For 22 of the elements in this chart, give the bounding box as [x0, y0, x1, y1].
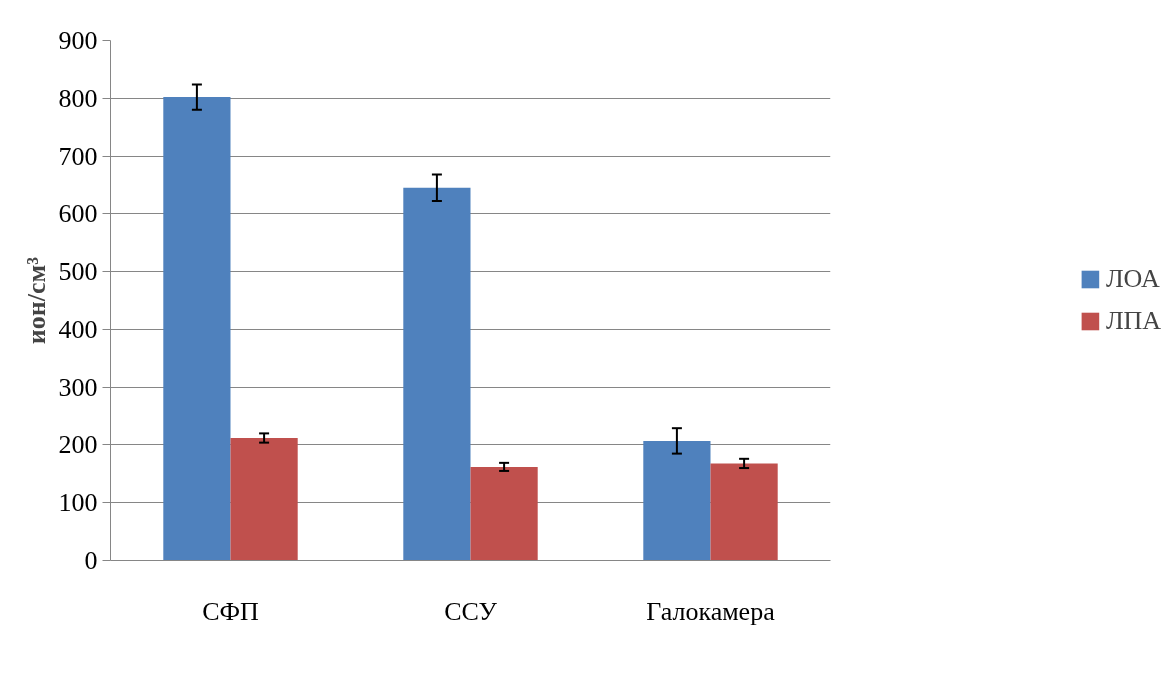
bar	[230, 438, 298, 561]
x-tick-label: Галокамера	[646, 596, 776, 626]
bar	[643, 440, 711, 561]
y-tick-label: 600	[58, 199, 98, 229]
bar	[710, 463, 778, 561]
bar	[403, 187, 471, 561]
y-tick-label: 100	[58, 488, 98, 518]
y-tick-label: 900	[58, 26, 98, 55]
y-tick-label: 400	[58, 314, 98, 344]
bar	[163, 97, 231, 561]
y-tick-label: 800	[58, 83, 98, 113]
y-axis-title: ион/см³	[21, 256, 51, 345]
legend-label: ЛОА	[1105, 264, 1160, 294]
x-tick-label: СФП	[202, 596, 260, 626]
legend-label: ЛПА	[1105, 306, 1162, 336]
y-tick-label: 500	[58, 257, 98, 287]
x-tick-label: ССУ	[444, 596, 498, 626]
y-tick-label: 700	[58, 141, 98, 171]
y-tick-label: 300	[58, 372, 98, 402]
y-tick-label: 200	[58, 430, 98, 460]
y-tick-label: 0	[84, 546, 98, 575]
bar	[470, 466, 538, 561]
